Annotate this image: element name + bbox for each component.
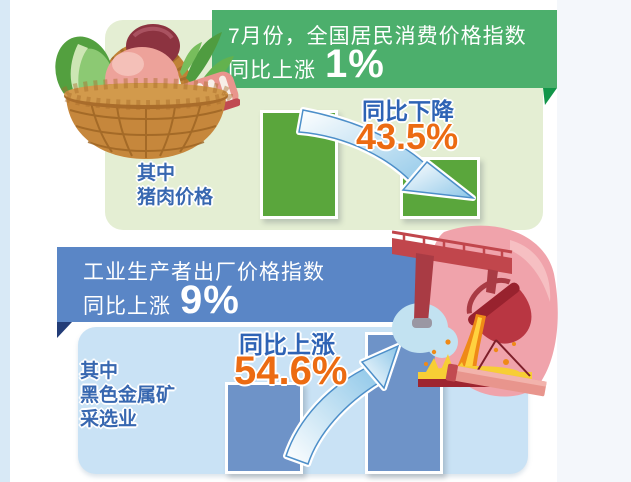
- ppi-banner-change: 同比上涨 9%: [83, 278, 240, 323]
- cpi-change-big-value: 1%: [325, 42, 385, 86]
- cpi-chart-change-label: 同比下降: [362, 98, 454, 124]
- right-background-strip: [557, 0, 631, 482]
- cpi-chart-side-label: 其中 猪肉价格: [137, 162, 213, 210]
- cpi-banner-change: 同比上涨 1%: [228, 42, 385, 87]
- ppi-banner-fold: [57, 322, 72, 338]
- cpi-change-prefix: 同比上涨: [228, 59, 316, 82]
- up-arrow-icon: [283, 343, 401, 467]
- cpi-banner-title: 7月份，全国居民消费价格指数: [228, 25, 527, 48]
- ppi-banner-title: 工业生产者出厂价格指数: [83, 261, 325, 284]
- cpi-chart-change-value: 43.5%: [356, 116, 459, 157]
- cpi-label-line2: 猪肉价格: [137, 187, 214, 208]
- ppi-chart-change-label: 同比上涨: [239, 332, 335, 359]
- steel-pouring-illustration: [392, 225, 558, 397]
- ppi-chart-change-value: 54.6%: [234, 349, 348, 393]
- ppi-label-line3: 采选业: [80, 409, 138, 430]
- down-arrow-icon: [296, 107, 476, 201]
- ppi-chart-side-label: 其中 黑色金属矿 采选业: [80, 360, 175, 432]
- cpi-banner-fold: [543, 88, 557, 105]
- cpi-banner: [212, 10, 557, 88]
- ppi-label-line2: 黑色金属矿: [80, 385, 176, 406]
- ppi-label-line1: 其中: [80, 361, 119, 382]
- ppi-change-big-value: 9%: [180, 278, 240, 322]
- ppi-change-prefix: 同比上涨: [83, 295, 171, 318]
- food-basket-illustration: [55, 24, 240, 159]
- left-background-strip: [0, 0, 10, 482]
- cpi-label-line1: 其中: [137, 163, 176, 184]
